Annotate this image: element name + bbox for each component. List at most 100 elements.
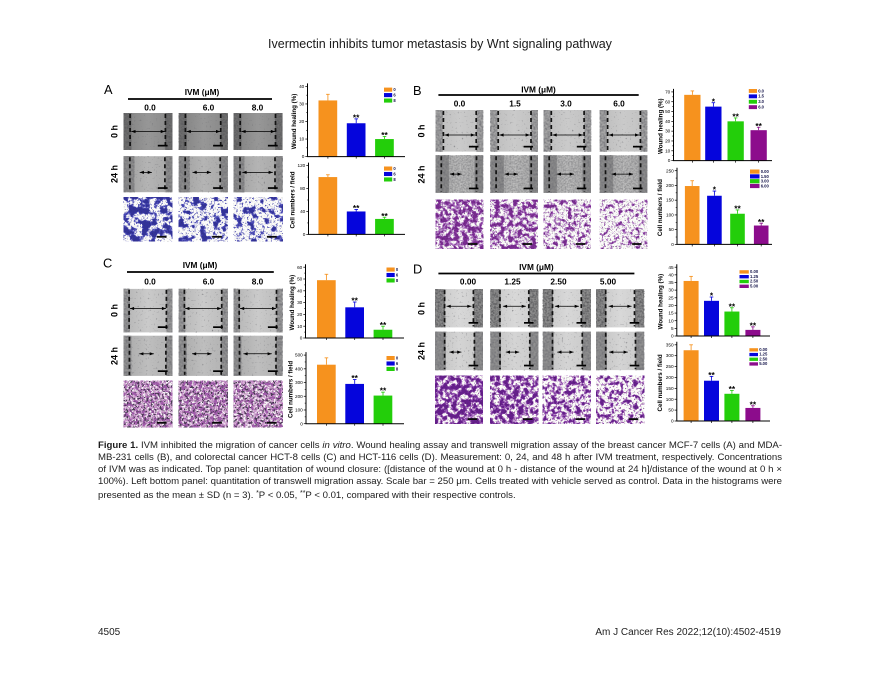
svg-text:45: 45 <box>668 265 674 270</box>
svg-text:5.00: 5.00 <box>600 277 617 287</box>
svg-text:2.50: 2.50 <box>750 279 759 284</box>
svg-text:0: 0 <box>300 336 303 341</box>
svg-text:40: 40 <box>300 209 306 214</box>
svg-text:100: 100 <box>295 408 303 413</box>
svg-text:0: 0 <box>671 334 674 339</box>
svg-text:30: 30 <box>668 288 674 293</box>
svg-text:200: 200 <box>295 394 303 399</box>
svg-text:**: ** <box>353 203 360 213</box>
svg-text:D: D <box>413 262 422 277</box>
svg-text:*: * <box>713 185 717 195</box>
svg-text:**: ** <box>380 386 387 396</box>
svg-text:100: 100 <box>666 397 674 402</box>
svg-text:0.00: 0.00 <box>761 169 770 174</box>
svg-text:30: 30 <box>297 300 303 305</box>
svg-text:150: 150 <box>666 386 674 391</box>
svg-text:10: 10 <box>297 324 303 329</box>
svg-text:6.0: 6.0 <box>613 99 625 109</box>
svg-text:**: ** <box>729 384 736 394</box>
svg-text:0: 0 <box>300 421 303 426</box>
svg-text:IVM (μM): IVM (μM) <box>185 87 220 97</box>
svg-text:120: 120 <box>297 163 305 168</box>
svg-text:IVM (μM): IVM (μM) <box>183 260 218 270</box>
svg-text:Wound healing (%): Wound healing (%) <box>291 94 298 150</box>
svg-text:8: 8 <box>396 278 399 283</box>
svg-text:10: 10 <box>299 137 305 142</box>
svg-text:60: 60 <box>665 99 671 104</box>
svg-text:400: 400 <box>295 366 303 371</box>
svg-text:50: 50 <box>668 408 674 413</box>
svg-text:10: 10 <box>665 148 671 153</box>
svg-text:**: ** <box>732 112 739 122</box>
svg-text:Wound healing (%): Wound healing (%) <box>658 98 665 154</box>
svg-text:30: 30 <box>665 129 671 134</box>
svg-text:500: 500 <box>295 353 303 358</box>
svg-text:5: 5 <box>671 326 674 331</box>
svg-text:0: 0 <box>302 154 305 159</box>
svg-text:Wound healing (%): Wound healing (%) <box>289 275 296 331</box>
svg-text:40: 40 <box>299 84 305 89</box>
svg-text:8: 8 <box>393 177 396 182</box>
svg-text:20: 20 <box>299 119 305 124</box>
svg-text:40: 40 <box>297 288 303 293</box>
svg-text:**: ** <box>750 320 757 330</box>
svg-text:0.00: 0.00 <box>750 269 759 274</box>
svg-text:15: 15 <box>668 311 674 316</box>
svg-text:*: * <box>710 291 714 301</box>
svg-text:1.25: 1.25 <box>504 277 521 287</box>
svg-text:6: 6 <box>393 171 396 176</box>
svg-text:Cell numbers / field: Cell numbers / field <box>657 179 664 236</box>
svg-text:20: 20 <box>297 312 303 317</box>
svg-text:A: A <box>104 82 113 97</box>
svg-text:0: 0 <box>396 267 399 272</box>
svg-text:0: 0 <box>671 242 674 247</box>
svg-text:**: ** <box>708 370 715 380</box>
svg-text:Wound healing (%): Wound healing (%) <box>658 274 665 330</box>
svg-text:50: 50 <box>669 227 675 232</box>
svg-text:0: 0 <box>671 419 674 424</box>
svg-text:100: 100 <box>666 212 674 217</box>
svg-text:200: 200 <box>666 183 674 188</box>
svg-text:10: 10 <box>668 318 674 323</box>
svg-text:1.5: 1.5 <box>758 94 764 99</box>
svg-text:20: 20 <box>665 139 671 144</box>
svg-text:8: 8 <box>393 98 396 103</box>
svg-text:24 h: 24 h <box>417 342 427 360</box>
svg-text:2.50: 2.50 <box>759 356 768 361</box>
svg-text:80: 80 <box>300 186 306 191</box>
svg-text:Cell numbers / field: Cell numbers / field <box>288 361 295 418</box>
svg-text:**: ** <box>381 211 388 221</box>
svg-text:**: ** <box>351 296 358 306</box>
svg-text:60: 60 <box>297 265 303 270</box>
svg-text:0: 0 <box>396 356 399 361</box>
svg-text:1.5: 1.5 <box>509 99 521 109</box>
svg-text:0 h: 0 h <box>417 302 427 315</box>
svg-text:1.25: 1.25 <box>759 352 768 357</box>
svg-text:*: * <box>712 96 716 106</box>
svg-text:50: 50 <box>297 277 303 282</box>
svg-text:3.0: 3.0 <box>758 99 764 104</box>
svg-text:6: 6 <box>393 93 396 98</box>
svg-text:40: 40 <box>665 119 671 124</box>
svg-text:0: 0 <box>303 232 306 237</box>
svg-text:0.0: 0.0 <box>144 102 156 112</box>
svg-text:0: 0 <box>668 158 671 163</box>
svg-text:6.0: 6.0 <box>758 105 764 110</box>
svg-text:24 h: 24 h <box>417 165 427 183</box>
svg-text:Cell numbers / field: Cell numbers / field <box>290 171 297 228</box>
svg-text:6: 6 <box>396 272 399 277</box>
svg-text:20: 20 <box>668 303 674 308</box>
svg-text:6.0: 6.0 <box>203 276 215 286</box>
svg-text:0.0: 0.0 <box>454 99 466 109</box>
svg-text:5.00: 5.00 <box>759 361 768 366</box>
svg-text:25: 25 <box>668 295 674 300</box>
svg-text:70: 70 <box>665 89 671 94</box>
svg-text:40: 40 <box>668 272 674 277</box>
svg-text:0 h: 0 h <box>417 124 427 137</box>
svg-text:0.00: 0.00 <box>759 347 768 352</box>
svg-text:**: ** <box>755 121 762 131</box>
svg-text:350: 350 <box>666 342 674 347</box>
svg-text:0.00: 0.00 <box>460 277 477 287</box>
svg-text:0: 0 <box>393 87 396 92</box>
svg-text:300: 300 <box>295 380 303 385</box>
